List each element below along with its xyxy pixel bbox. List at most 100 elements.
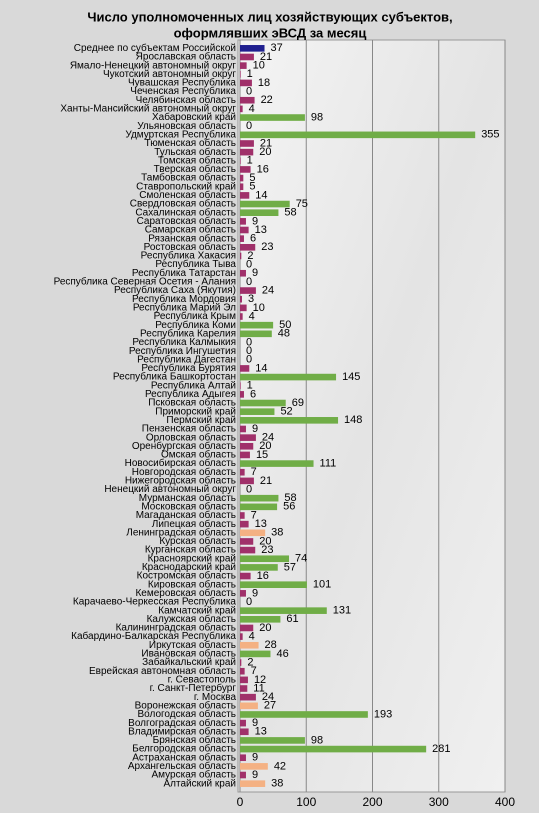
bar bbox=[240, 520, 249, 528]
data-label: 355 bbox=[481, 129, 499, 141]
data-label: 0 bbox=[246, 345, 252, 357]
data-label: 0 bbox=[246, 596, 252, 608]
bar bbox=[240, 468, 245, 476]
bar bbox=[240, 218, 246, 225]
bar bbox=[240, 252, 242, 260]
y-tick-label: Магаданская область bbox=[136, 509, 236, 521]
y-tick-label: Астраханская область bbox=[132, 751, 236, 763]
y-tick-label: Среднее по субъектам Российской bbox=[74, 42, 236, 54]
data-label: 21 bbox=[260, 51, 272, 63]
plot-area bbox=[237, 39, 506, 793]
bar bbox=[240, 728, 249, 736]
data-label: 56 bbox=[283, 501, 295, 513]
data-label: 0 bbox=[246, 85, 252, 97]
y-tick-label: Смоленская область bbox=[139, 189, 236, 201]
data-label: 15 bbox=[256, 449, 268, 461]
bar bbox=[240, 659, 242, 666]
data-label: 38 bbox=[271, 527, 283, 539]
bar bbox=[240, 581, 307, 588]
y-tick-label: Чувашская Республика bbox=[128, 77, 236, 89]
y-tick-label: Омская область bbox=[161, 449, 236, 461]
bar bbox=[240, 546, 256, 554]
data-label: 75 bbox=[296, 198, 308, 210]
y-tick-label: Красноярский край bbox=[148, 553, 236, 564]
bar bbox=[240, 650, 271, 658]
data-label: 13 bbox=[255, 726, 267, 738]
bar bbox=[240, 62, 247, 69]
data-label: 57 bbox=[284, 561, 296, 573]
y-tick-label: Свердловская область bbox=[130, 198, 236, 210]
y-tick-label: Забайкальский край bbox=[142, 656, 236, 668]
y-tick-label: Республика Коми bbox=[155, 319, 236, 331]
data-label: 42 bbox=[274, 760, 286, 772]
y-tick-label: Хабаровский край bbox=[152, 111, 236, 123]
bar bbox=[240, 702, 258, 710]
data-label: 7 bbox=[251, 665, 257, 677]
y-tick-label: Иркутская область bbox=[149, 639, 236, 651]
bar bbox=[240, 754, 246, 762]
data-label: 22 bbox=[261, 94, 273, 106]
y-tick-label: Республика Северная Осетия - Алания bbox=[54, 276, 236, 288]
data-label: 9 bbox=[252, 587, 258, 599]
data-label: 5 bbox=[249, 172, 255, 184]
data-label: 24 bbox=[262, 432, 274, 444]
data-label: 14 bbox=[255, 189, 267, 201]
data-label: 4 bbox=[249, 103, 255, 115]
y-tick-label: Калужская область bbox=[147, 613, 236, 625]
x-tick-label: 200 bbox=[362, 795, 382, 809]
bar bbox=[240, 460, 314, 467]
x-tick-label: 100 bbox=[296, 795, 316, 809]
bar bbox=[240, 114, 305, 121]
data-label: 11 bbox=[253, 682, 264, 694]
data-label: 9 bbox=[252, 752, 258, 764]
data-label: 13 bbox=[255, 518, 267, 530]
data-label: 281 bbox=[432, 743, 450, 755]
bar bbox=[240, 711, 368, 718]
y-tick-label: Московская область bbox=[141, 500, 236, 512]
data-label: 61 bbox=[286, 613, 298, 625]
data-label: 48 bbox=[278, 328, 290, 340]
bar bbox=[240, 269, 246, 277]
y-tick-label: Волгоградская область bbox=[128, 717, 236, 729]
bar bbox=[240, 157, 241, 165]
y-tick-label: Костромская область bbox=[137, 570, 236, 582]
data-label: 4 bbox=[249, 310, 255, 322]
y-tick-label: Ямало-Ненецкий автономный округ bbox=[70, 60, 237, 71]
y-tick-label: Чукотский автономный округ bbox=[103, 69, 236, 80]
y-tick-label: Нижегородская область bbox=[125, 475, 236, 487]
bar bbox=[240, 174, 244, 182]
data-label: 46 bbox=[276, 648, 288, 660]
data-label: 3 bbox=[248, 293, 254, 305]
y-tick-label: Новосибирская область bbox=[125, 457, 236, 469]
y-tick-label: Белгородская область bbox=[132, 743, 236, 755]
data-label: 9 bbox=[252, 769, 258, 781]
data-label: 58 bbox=[284, 492, 296, 504]
data-label: 16 bbox=[257, 570, 269, 582]
bar bbox=[240, 503, 278, 511]
bar bbox=[240, 70, 241, 78]
y-tick-label: Вологодская область bbox=[137, 708, 236, 720]
bar bbox=[240, 304, 247, 312]
y-tick-label: Ростовская область bbox=[144, 241, 236, 253]
data-label: 24 bbox=[262, 691, 274, 703]
bar bbox=[240, 200, 290, 208]
y-tick-label: Республика Дагестан bbox=[137, 353, 236, 365]
data-label: 1 bbox=[247, 380, 253, 392]
data-label: 9 bbox=[252, 267, 258, 279]
bar bbox=[240, 763, 268, 770]
data-label: 74 bbox=[295, 553, 307, 565]
y-tick-label: Брянская область bbox=[153, 734, 236, 746]
y-tick-label: Воронежская область bbox=[135, 699, 236, 711]
data-label: 7 bbox=[251, 466, 257, 478]
y-tick-label: г. Санкт-Петербург bbox=[150, 682, 237, 694]
bar bbox=[240, 140, 254, 147]
data-label: 6 bbox=[250, 388, 256, 400]
data-label: 9 bbox=[252, 215, 258, 227]
data-label: 193 bbox=[374, 708, 392, 720]
bar bbox=[240, 771, 246, 779]
y-tick-label: Республика Бурятия bbox=[141, 362, 236, 374]
data-label: 0 bbox=[246, 483, 252, 495]
y-tick-label: Рязанская область bbox=[148, 232, 236, 244]
y-tick-label: Республика Башкортостан bbox=[113, 371, 236, 383]
